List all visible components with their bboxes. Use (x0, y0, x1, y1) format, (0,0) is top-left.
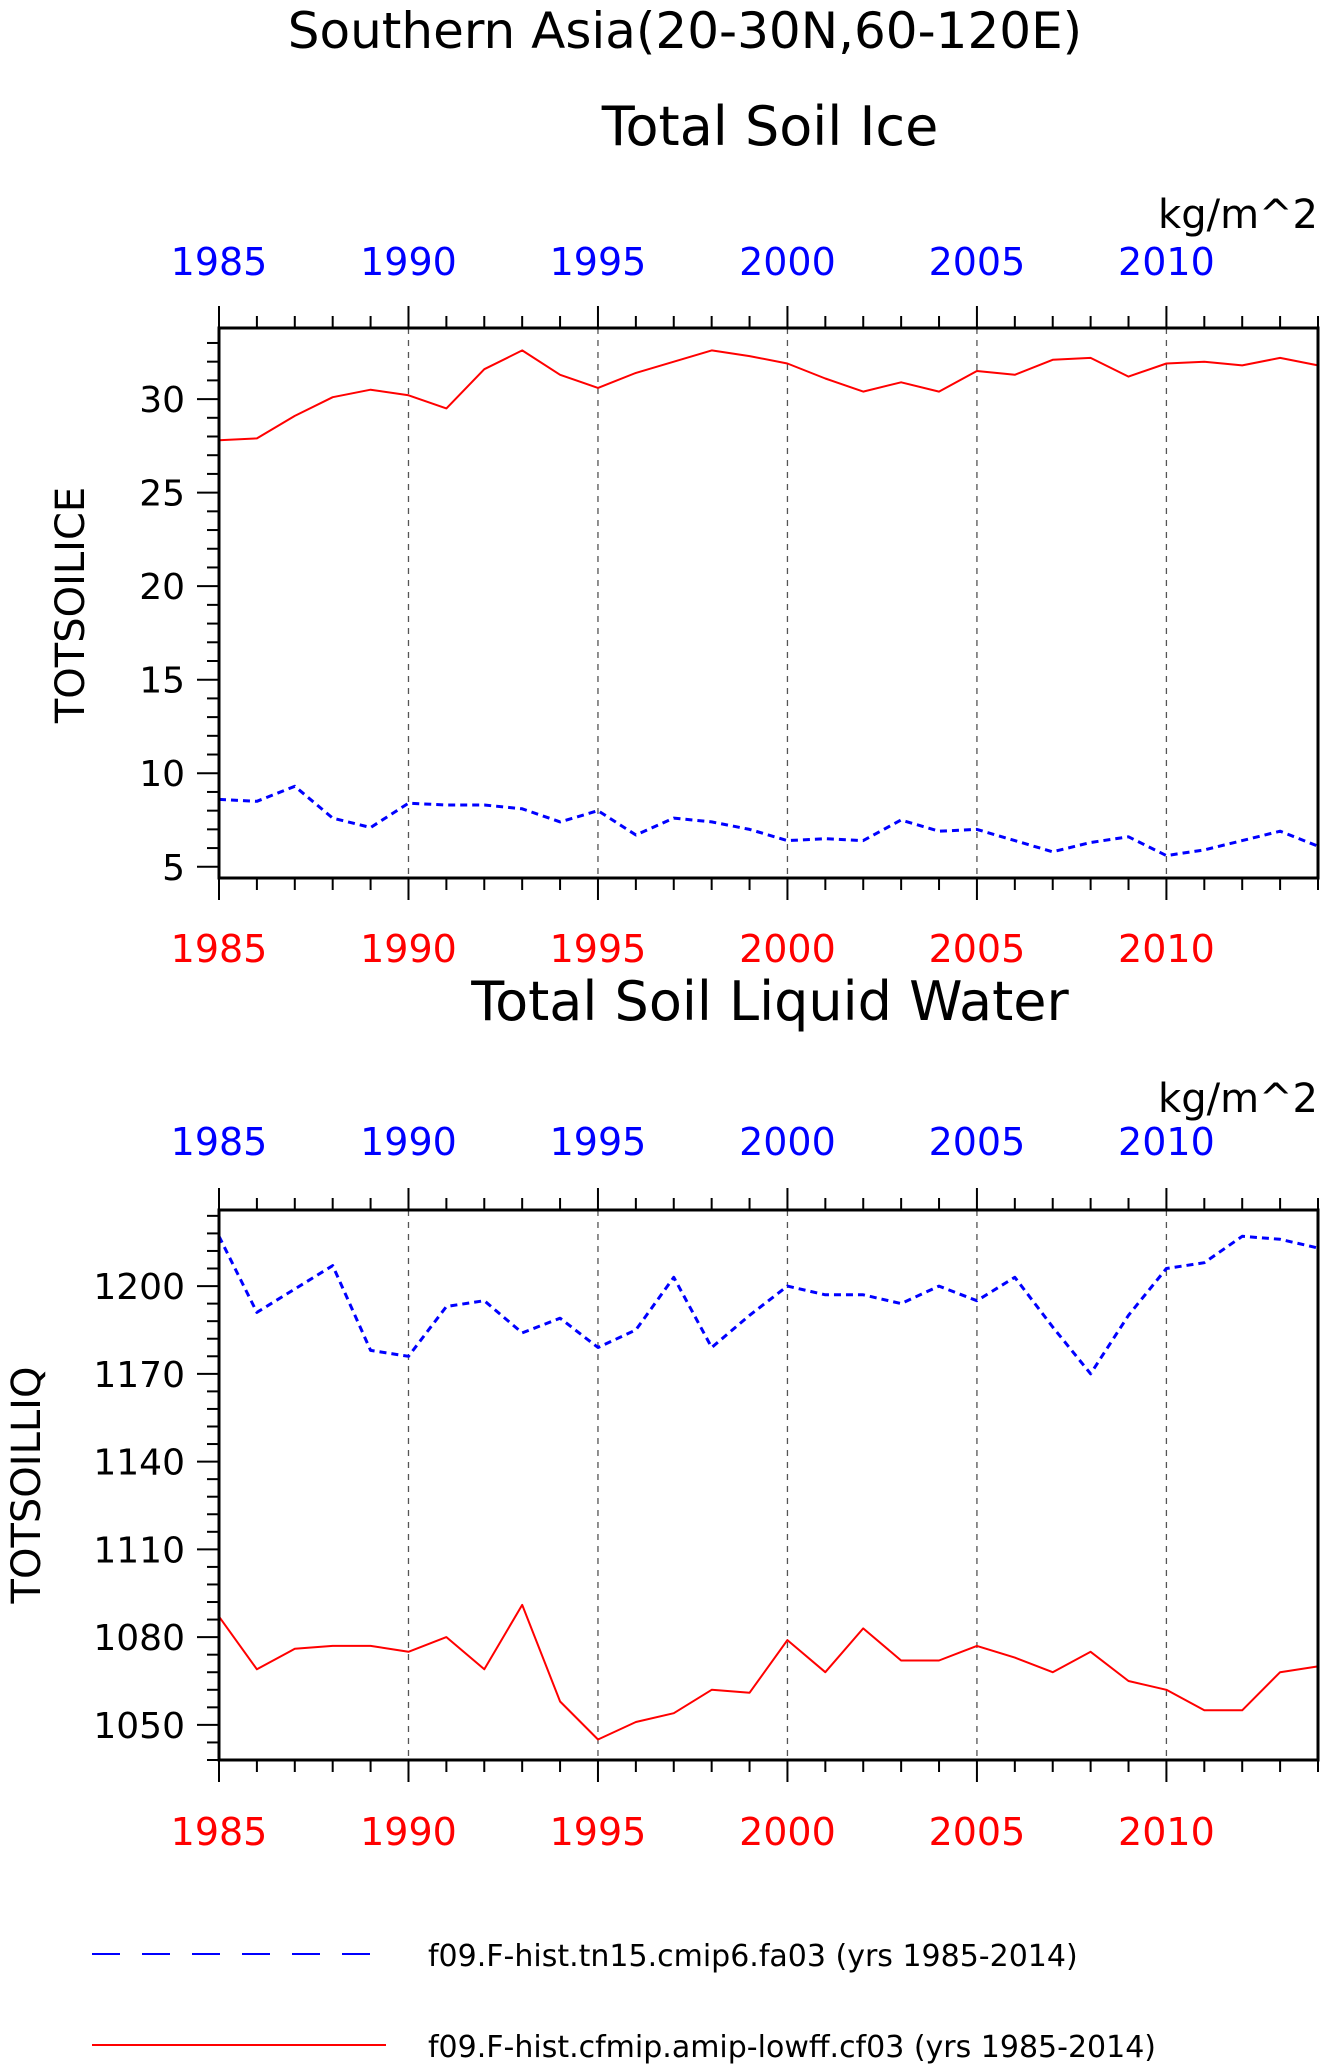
bottom-x-tick-label: 2000 (739, 1810, 836, 1854)
top-x-tick-label: 2000 (739, 1120, 836, 1164)
y-tick-label: 25 (139, 474, 185, 515)
series-line-solid (218, 349, 1319, 442)
top-x-tick-label: 2000 (739, 240, 836, 284)
y-tick-label: 5 (162, 848, 185, 889)
top-x-tick-label: 1985 (171, 1120, 268, 1164)
y-tick-label: 1200 (93, 1267, 185, 1308)
bottom-x-tick-label: 2005 (929, 1810, 1026, 1854)
top-x-tick-label: 2005 (929, 240, 1026, 284)
top-x-tick-label: 1990 (360, 240, 457, 284)
plot-frame (217, 1208, 1320, 1762)
y-tick-label: 20 (139, 567, 185, 608)
series-line-solid (218, 1603, 1319, 1741)
top-x-tick-label: 1995 (550, 240, 647, 284)
figure-title: Southern Asia(20-30N,60-120E) (288, 2, 1082, 60)
y-tick-label: 1170 (93, 1355, 185, 1396)
top-x-tick-label: 2010 (1118, 1120, 1215, 1164)
top-x-tick-label: 2010 (1118, 240, 1215, 284)
y-tick-label: 1110 (93, 1530, 185, 1571)
bottom-x-tick-label: 1990 (360, 927, 457, 971)
units-label: kg/m^2 (1158, 192, 1318, 238)
plot-frame (217, 326, 1320, 880)
y-tick-label: 15 (139, 661, 185, 702)
y-tick-label: 10 (139, 754, 185, 795)
legend-label: f09.F-hist.cfmip.amip-lowff.cf03 (yrs 19… (428, 2030, 1156, 2065)
series-line-dashed (218, 784, 1319, 858)
top-x-tick-label: 2005 (929, 1120, 1026, 1164)
y-axis-label: TOTSOILICE (48, 487, 94, 724)
y-tick-label: 1140 (93, 1443, 185, 1484)
units-label: kg/m^2 (1158, 1076, 1318, 1122)
bottom-x-tick-label: 2000 (739, 927, 836, 971)
legend-label: f09.F-hist.tn15.cmip6.fa03 (yrs 1985-201… (428, 1939, 1078, 1974)
bottom-x-tick-label: 2010 (1118, 1810, 1215, 1854)
y-tick-label: 1050 (93, 1706, 185, 1747)
panel-soil-liquid-water: Total Soil Liquid Water kg/m^2 TOTSOILLI… (4, 970, 1320, 1854)
bottom-x-tick-label: 1995 (550, 1810, 647, 1854)
panel-soil-ice: Total Soil Ice kg/m^2 TOTSOILICE 1985 198… (48, 95, 1320, 971)
y-tick-label: 1080 (93, 1618, 185, 1659)
legend: f09.F-hist.tn15.cmip6.fa03 (yrs 1985-201… (92, 1939, 1156, 2065)
bottom-x-tick-label: 1985 (171, 1810, 268, 1854)
bottom-x-tick-label: 1985 (171, 927, 268, 971)
top-x-tick-label: 1995 (550, 1120, 647, 1164)
bottom-x-tick-label: 2010 (1118, 927, 1215, 971)
top-x-tick-label: 1990 (360, 1120, 457, 1164)
bottom-x-tick-label: 2005 (929, 927, 1026, 971)
y-axis-label: TOTSOILLIQ (4, 1367, 50, 1605)
y-tick-label: 30 (139, 380, 185, 421)
panel-title: Total Soil Liquid Water (470, 970, 1069, 1033)
bottom-x-tick-label: 1995 (550, 927, 647, 971)
bottom-x-tick-label: 1990 (360, 1810, 457, 1854)
panel-title: Total Soil Ice (601, 95, 939, 158)
series-line-dashed (217, 1234, 1319, 1376)
top-x-tick-label: 1985 (171, 240, 268, 284)
